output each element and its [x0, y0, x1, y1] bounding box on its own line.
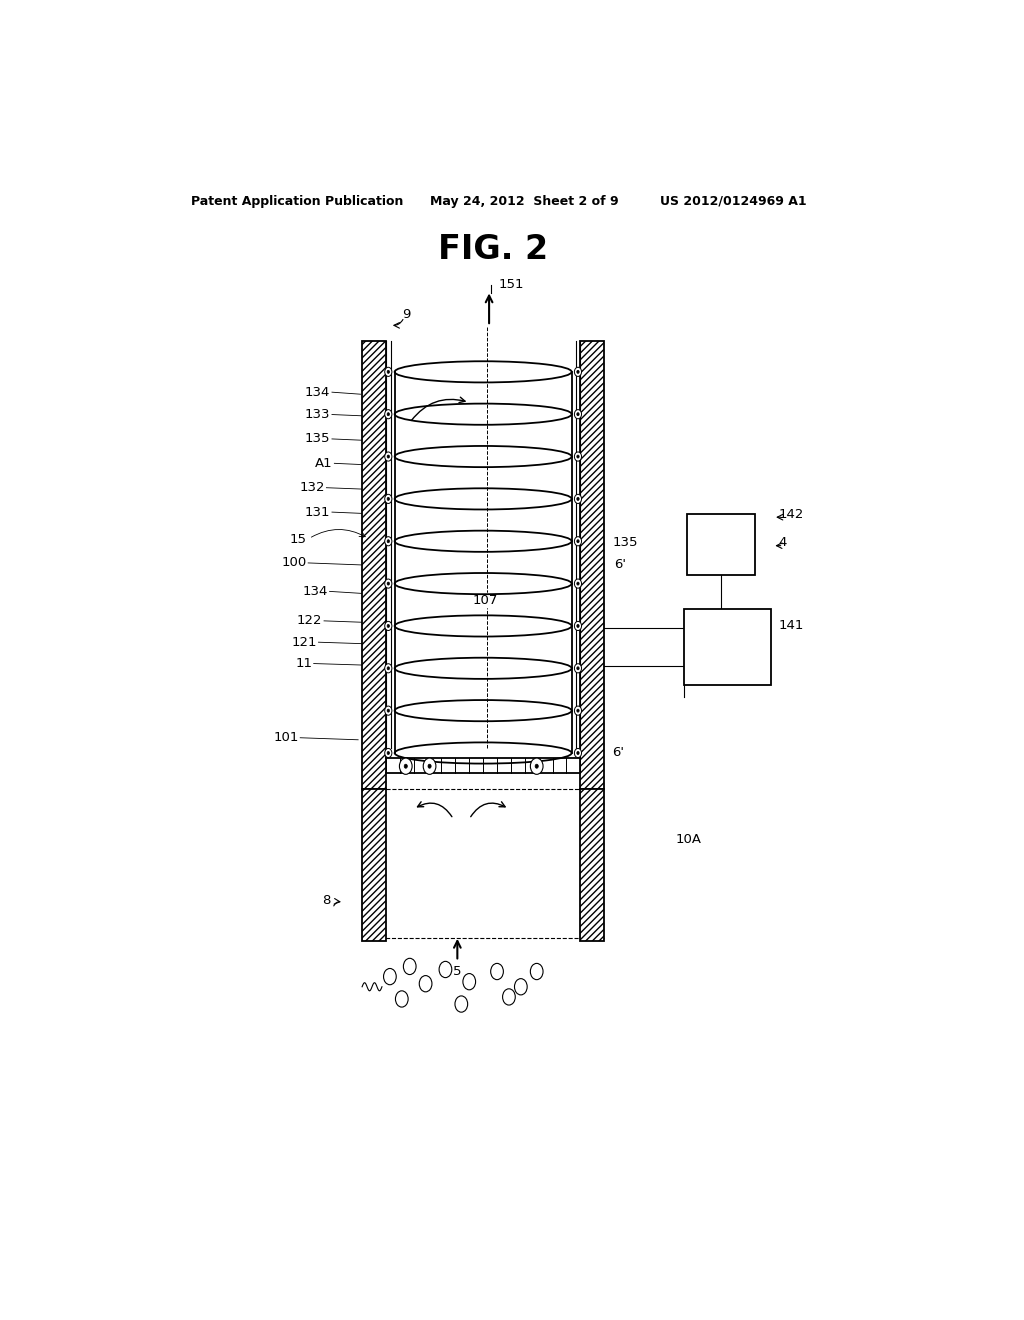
- Circle shape: [577, 371, 580, 374]
- Circle shape: [395, 991, 409, 1007]
- Circle shape: [423, 758, 436, 775]
- Bar: [362, 342, 386, 788]
- Circle shape: [384, 969, 396, 985]
- Circle shape: [530, 964, 543, 979]
- Circle shape: [385, 579, 392, 589]
- Text: 107: 107: [472, 594, 498, 607]
- Circle shape: [387, 751, 389, 755]
- Circle shape: [514, 978, 527, 995]
- Circle shape: [385, 622, 392, 631]
- Text: FIG. 2: FIG. 2: [438, 234, 548, 267]
- Circle shape: [387, 540, 389, 543]
- Circle shape: [385, 367, 392, 376]
- Circle shape: [404, 764, 408, 768]
- Text: 10A: 10A: [676, 833, 701, 846]
- Circle shape: [577, 751, 580, 755]
- Text: 5: 5: [453, 965, 462, 978]
- Text: 141: 141: [778, 619, 804, 632]
- Text: 6': 6': [613, 558, 626, 572]
- Text: 131: 131: [305, 506, 331, 519]
- Text: 101: 101: [273, 731, 299, 744]
- Text: 8: 8: [322, 894, 331, 907]
- Text: 11: 11: [295, 657, 312, 671]
- Text: US 2012/0124969 A1: US 2012/0124969 A1: [659, 194, 806, 207]
- Text: Patent Application Publication: Patent Application Publication: [191, 194, 403, 207]
- Circle shape: [463, 974, 475, 990]
- Text: −: −: [687, 665, 698, 680]
- Text: 122: 122: [297, 614, 323, 627]
- Circle shape: [385, 494, 392, 503]
- Text: 142: 142: [778, 508, 804, 520]
- Bar: [581, 342, 604, 788]
- Circle shape: [387, 371, 389, 374]
- Text: 4: 4: [778, 536, 787, 549]
- Circle shape: [574, 706, 582, 715]
- Circle shape: [574, 367, 582, 376]
- Circle shape: [403, 958, 416, 974]
- Circle shape: [577, 667, 580, 669]
- Circle shape: [577, 624, 580, 627]
- Circle shape: [387, 413, 389, 416]
- Text: 134: 134: [305, 385, 331, 399]
- Circle shape: [385, 451, 392, 461]
- Circle shape: [387, 455, 389, 458]
- Circle shape: [536, 764, 539, 768]
- Bar: [362, 788, 386, 941]
- Circle shape: [574, 537, 582, 545]
- Circle shape: [503, 989, 515, 1005]
- Circle shape: [428, 764, 431, 768]
- Text: 15: 15: [290, 533, 306, 546]
- Circle shape: [419, 975, 432, 991]
- Circle shape: [577, 709, 580, 713]
- Text: 132: 132: [299, 482, 325, 494]
- Bar: [581, 788, 604, 941]
- Circle shape: [385, 409, 392, 418]
- Circle shape: [577, 413, 580, 416]
- Circle shape: [399, 758, 412, 775]
- Circle shape: [387, 498, 389, 500]
- Text: 135: 135: [305, 433, 331, 445]
- Circle shape: [577, 582, 580, 585]
- Circle shape: [490, 964, 504, 979]
- Circle shape: [455, 995, 468, 1012]
- Circle shape: [574, 664, 582, 673]
- Bar: [684, 609, 771, 685]
- Text: A1: A1: [315, 457, 333, 470]
- Text: May 24, 2012  Sheet 2 of 9: May 24, 2012 Sheet 2 of 9: [430, 194, 618, 207]
- Circle shape: [387, 667, 389, 669]
- Circle shape: [387, 709, 389, 713]
- Circle shape: [385, 706, 392, 715]
- Circle shape: [577, 455, 580, 458]
- Text: 6': 6': [612, 747, 624, 759]
- Circle shape: [385, 664, 392, 673]
- Bar: [687, 515, 755, 576]
- Circle shape: [577, 498, 580, 500]
- Circle shape: [574, 451, 582, 461]
- Circle shape: [574, 622, 582, 631]
- Text: 135: 135: [612, 536, 638, 549]
- Text: 9: 9: [401, 309, 411, 322]
- Text: 133: 133: [305, 408, 331, 421]
- Circle shape: [577, 540, 580, 543]
- Text: 100: 100: [282, 557, 306, 569]
- Circle shape: [385, 748, 392, 758]
- Text: 121: 121: [292, 636, 316, 648]
- Circle shape: [574, 579, 582, 589]
- Circle shape: [385, 537, 392, 545]
- Text: +: +: [756, 665, 767, 680]
- Text: 134: 134: [303, 585, 328, 598]
- Circle shape: [574, 409, 582, 418]
- Circle shape: [530, 758, 543, 775]
- Circle shape: [387, 624, 389, 627]
- Circle shape: [387, 582, 389, 585]
- Circle shape: [574, 494, 582, 503]
- Text: 151: 151: [499, 279, 524, 290]
- Circle shape: [574, 748, 582, 758]
- Circle shape: [439, 961, 452, 978]
